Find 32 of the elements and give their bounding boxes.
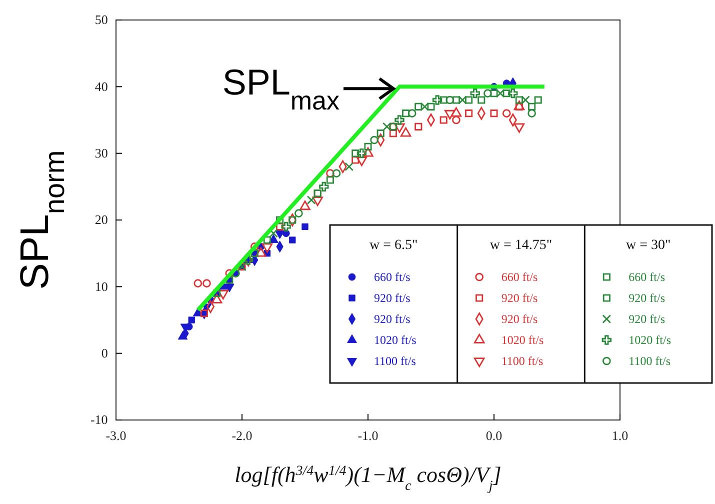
y-tick-label: -10 [90,412,108,428]
y-tick-label: 10 [94,278,108,294]
x-tick-label: -2.0 [232,428,252,443]
x-tick-label: 0.0 [486,428,502,443]
y-tick-label: 20 [94,212,108,228]
legend-label: 1100 ft/s [501,354,544,368]
text: log[f(h$^{3/4}$w$^{1/4}$)(1−M$_{c}$ cosΘ)/V$_{j}$] [234,462,502,494]
y-tick-label: 0 [101,345,108,360]
legend-label: 920 ft/s [374,291,411,305]
legend-label: 920 ft/s [628,291,666,305]
x-tick-label: 1.0 [612,428,628,443]
legend-label: 660 ft/s [501,270,538,284]
legend-label: 1020 ft/s [628,333,672,347]
y-tick-label: 40 [94,78,108,94]
annotation: w = 14.75" [490,238,552,253]
annotation: w = 6.5" [370,238,418,253]
legend-label: 920 ft/s [501,291,538,305]
legend-label: 660 ft/s [628,270,666,284]
legend-label: 1020 ft/s [501,333,544,347]
x-tick-label: -1.0 [358,428,378,443]
legend-label: 920 ft/s [628,312,666,326]
y-tick-label: 50 [94,12,108,28]
legend-label: 1100 ft/s [628,354,671,368]
text: w = 30" [626,238,671,253]
legend-label: 660 ft/s [374,270,411,284]
legend-label: 920 ft/s [374,312,411,326]
legend-label: 1020 ft/s [374,333,417,347]
legend-label: 1100 ft/s [374,354,416,368]
y-tick-label: 30 [94,145,108,160]
annotation: SPL$_{max}$ [222,62,340,116]
x-tick-label: -3.0 [106,428,126,443]
legend-label: 920 ft/s [501,312,538,326]
